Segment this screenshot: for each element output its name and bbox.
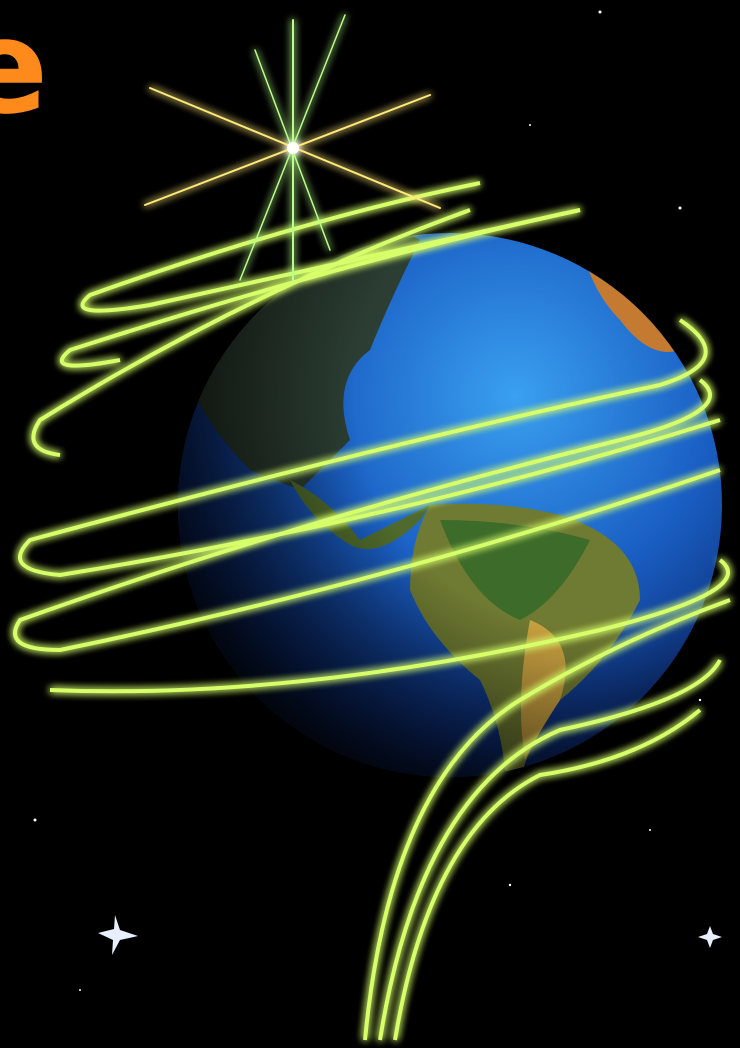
stars xyxy=(33,10,722,991)
star-flare xyxy=(144,14,441,281)
heading: e xyxy=(0,0,48,143)
light-ribbons xyxy=(13,181,731,1041)
